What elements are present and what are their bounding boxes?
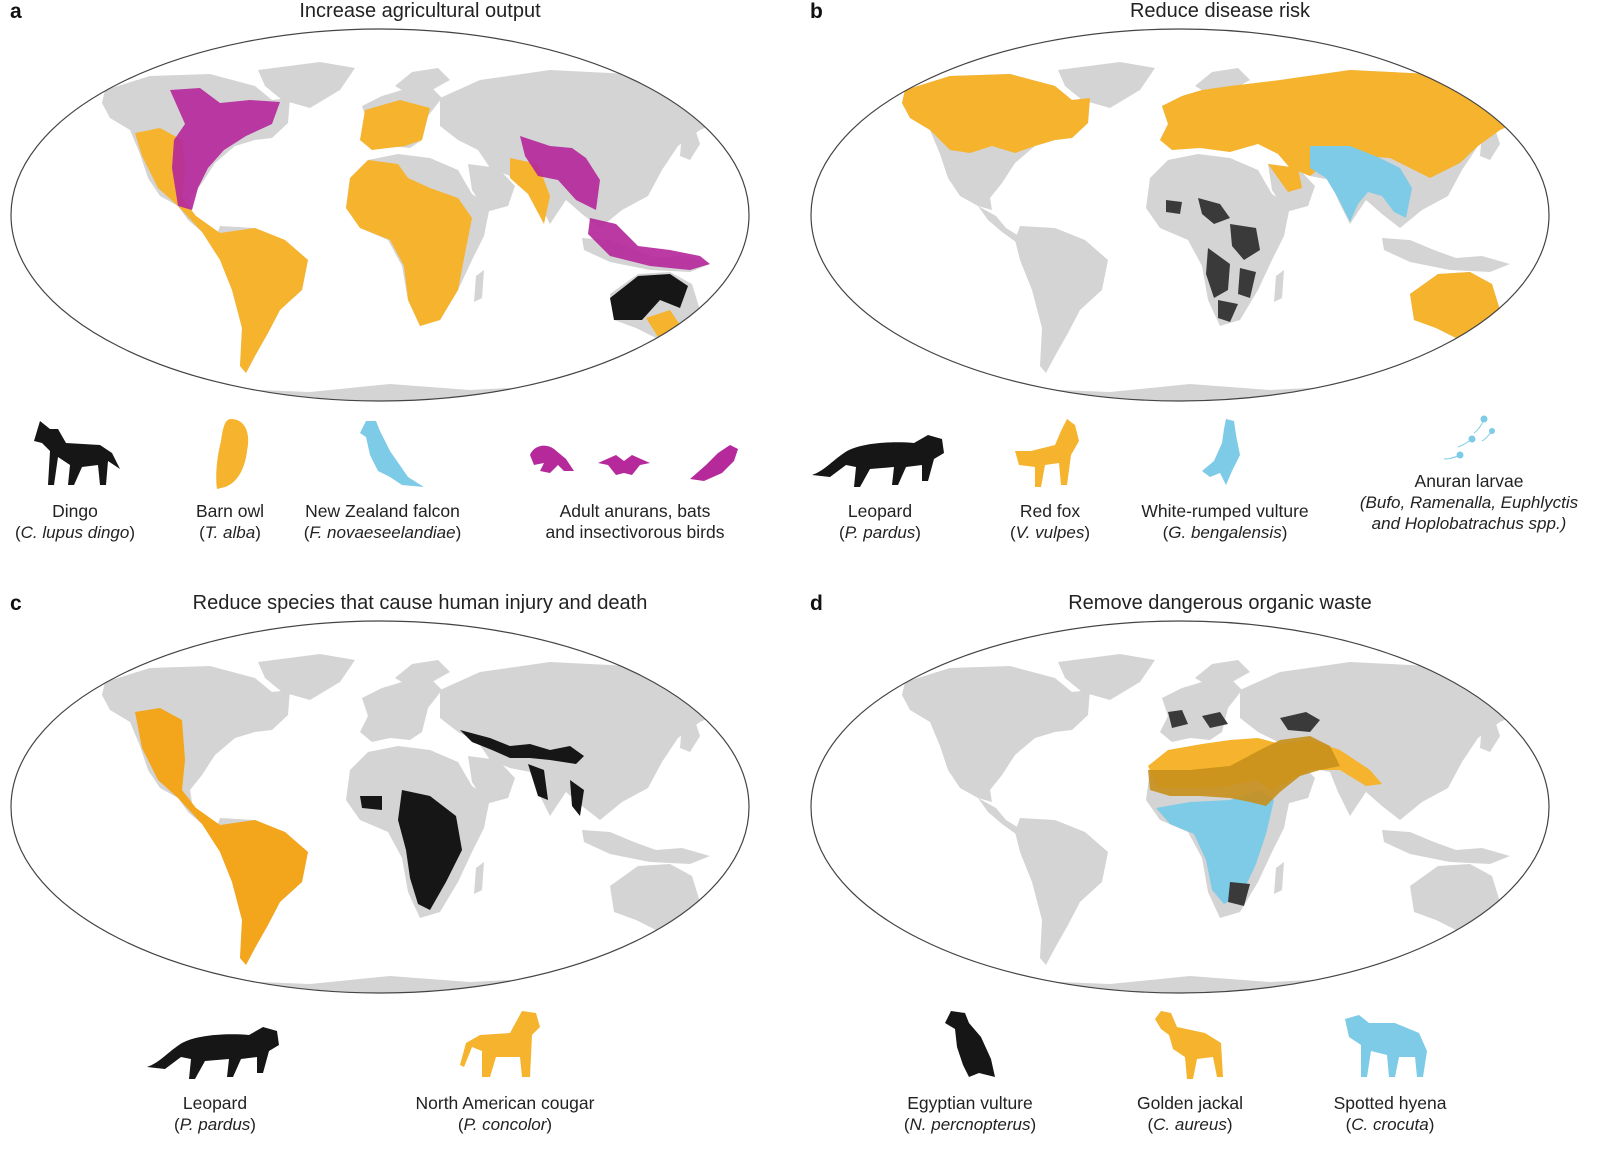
legend-name-line2: and insectivorous birds (545, 522, 725, 542)
panel-letter: b (810, 0, 823, 23)
barn-owl-icon (216, 419, 249, 489)
legend-name: Anuran larvae (1414, 471, 1524, 491)
red-fox-icon (1015, 419, 1079, 487)
legend-item-leopard: Leopard (P. pardus) (140, 1007, 290, 1135)
vulture-range (1310, 146, 1412, 222)
legend-item-white-rumped-vulture: White-rumped vulture (G. bengalensis) (1125, 415, 1325, 543)
panel-letter: c (10, 592, 22, 615)
legend-name: White-rumped vulture (1141, 501, 1309, 521)
panel-title: Reduce species that cause human injury a… (192, 592, 648, 614)
legend-name: Spotted hyena (1333, 1093, 1447, 1113)
legend-item-golden-jackal: Golden jackal (C. aureus) (1120, 1007, 1260, 1135)
legend-name: Egyptian vulture (907, 1093, 1033, 1113)
leopard-icon (147, 1027, 279, 1079)
panel-c: c Reduce species that cause human injury… (10, 592, 800, 1167)
egyptian-vulture-icon (945, 1011, 995, 1077)
legend-sci: (N. percnopterus) (903, 1115, 1037, 1134)
panel-letter: a (10, 0, 22, 23)
hyena-icon (1345, 1015, 1427, 1077)
legend-sci: (F. novaeseelandiae) (303, 523, 462, 542)
legend-name: Barn owl (195, 501, 265, 521)
world-map (810, 28, 1550, 402)
panel-letter: d (810, 592, 823, 615)
falcon-range (698, 338, 716, 356)
legend-item-red-fox: Red fox (V. vulpes) (990, 415, 1110, 543)
cougar-range (135, 708, 308, 965)
legend-sci: (C. lupus dingo) (14, 523, 136, 542)
panel-title: Increase agricultural output (299, 0, 541, 22)
legend-name: New Zealand falcon (305, 501, 460, 521)
legend-item-anurans-bats-birds: Adult anurans, bats and insectivorous bi… (520, 415, 750, 543)
anuran-bat-bird-range (170, 88, 710, 270)
red-fox-range (902, 70, 1530, 340)
legend-item-leopard: Leopard (P. pardus) (810, 415, 950, 543)
legend-item-cougar: North American cougar (P. concolor) (400, 1007, 610, 1135)
legend-sci: (G. bengalensis) (1162, 523, 1288, 542)
world-map (810, 620, 1550, 994)
legend: Egyptian vulture (N. percnopterus) Golde… (810, 1007, 1600, 1157)
legend-name: Leopard (847, 501, 913, 521)
legend-sci: (P. concolor) (457, 1115, 553, 1134)
legend-sci-genera-2: and Hoplobatrachus spp.) (1371, 514, 1567, 533)
legend: Leopard (P. pardus) Red fox (V. vulpes) … (810, 415, 1600, 565)
legend-sci: (C. aureus) (1147, 1115, 1233, 1134)
legend-item-falcon: New Zealand falcon (F. novaeseelandiae) (295, 415, 470, 543)
leopard-range (360, 730, 584, 910)
hyena-range (1156, 790, 1274, 904)
legend-name: Red fox (1019, 501, 1081, 521)
vulture-icon (1202, 419, 1240, 485)
legend-item-egyptian-vulture: Egyptian vulture (N. percnopterus) (890, 1007, 1050, 1135)
panel-title: Reduce disease risk (1129, 0, 1311, 22)
legend-sci: (P. pardus) (174, 1115, 256, 1134)
world-map (10, 620, 750, 994)
panel-b: b Reduce disease risk (810, 0, 1600, 575)
legend-name: Dingo (52, 501, 98, 521)
panel-a: a Increase agricultural output (10, 0, 800, 575)
legend-sci: (C. crocuta) (1345, 1115, 1435, 1134)
leopard-range (1166, 198, 1260, 322)
legend-sci-genera: (Bufo, Ramenalla, Euphlyctis (1359, 493, 1579, 512)
frog-bat-bird-icon (530, 445, 738, 481)
legend-sci: (P. pardus) (839, 523, 921, 542)
legend-name: North American cougar (415, 1093, 595, 1113)
legend-name: Leopard (182, 1093, 248, 1113)
legend-item-dingo: Dingo (C. lupus dingo) (10, 415, 140, 543)
legend-item-barn-owl: Barn owl (T. alba) (170, 415, 290, 543)
panel-d: d Remove dangerous organic waste Egyptia… (810, 592, 1600, 1167)
tadpole-icon (1443, 415, 1495, 460)
legend: Leopard (P. pardus) North American couga… (10, 1007, 800, 1157)
egyptian-vulture-jackal-overlap (1148, 736, 1340, 806)
legend-item-anuran-larvae: Anuran larvae (Bufo, Ramenalla, Euphlyct… (1340, 405, 1598, 534)
egyptian-vulture-range (1168, 710, 1320, 906)
panel-title: Remove dangerous organic waste (1068, 592, 1372, 614)
world-map (10, 28, 750, 402)
leopard-icon (812, 435, 944, 487)
legend-item-spotted-hyena: Spotted hyena (C. crocuta) (1320, 1007, 1460, 1135)
dingo-range (610, 274, 688, 320)
dingo-icon (34, 421, 120, 485)
legend-sci: (T. alba) (199, 523, 261, 542)
golden-jackal-icon (1155, 1011, 1223, 1079)
falcon-icon (359, 421, 424, 487)
cougar-icon (460, 1011, 540, 1077)
legend-name: Adult anurans, bats (559, 501, 711, 521)
legend-name: Golden jackal (1136, 1093, 1244, 1113)
legend: Dingo (C. lupus dingo) Barn owl (T. alba… (10, 415, 800, 565)
legend-sci: (V. vulpes) (1009, 523, 1090, 542)
